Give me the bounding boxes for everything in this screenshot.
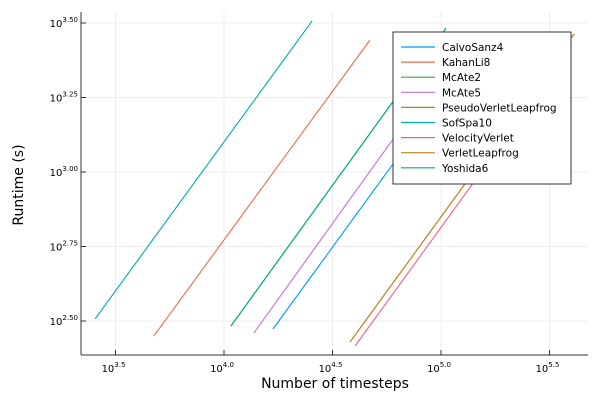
y-tick-label: 103.25: [50, 91, 78, 105]
legend-label: McAte2: [442, 72, 481, 84]
x-tick-label: 104.0: [210, 361, 234, 375]
y-tick-exponent: 3.00: [62, 165, 78, 173]
y-tick-label: 103.00: [50, 165, 78, 179]
x-axis-label: Number of timesteps: [261, 376, 409, 392]
x-tick-label: 105.5: [536, 361, 560, 375]
y-tick-base: 10: [50, 317, 63, 328]
x-tick-exponent: 5.5: [548, 361, 559, 369]
y-tick-exponent: 3.50: [62, 16, 78, 24]
y-tick-label: 103.50: [50, 16, 78, 30]
y-tick-base: 10: [50, 243, 63, 254]
legend: CalvoSanz4 KahanLi8 McAte2 McAte5 PseudoVerl…: [392, 31, 572, 185]
legend-label: KahanLi8: [442, 57, 490, 69]
y-tick-label: 102.50: [50, 314, 78, 328]
y-tick-label: 102.75: [50, 240, 78, 254]
legend-label: SofSpa10: [442, 118, 492, 130]
axes: [80, 12, 588, 356]
y-tick-exponent: 3.25: [62, 91, 78, 99]
x-tick-exponent: 5.0: [440, 361, 451, 369]
legend-label: PseudoVerletLeapfrog: [442, 102, 557, 114]
x-tick-label: 104.5: [319, 361, 343, 375]
x-tick-base: 10: [210, 364, 223, 375]
x-tick-base: 10: [102, 364, 115, 375]
x-tick-label: 105.0: [427, 361, 451, 375]
y-axis-label: Runtime (s): [11, 144, 27, 225]
x-tick-base: 10: [536, 364, 549, 375]
x-tick-exponent: 4.5: [331, 361, 342, 369]
legend-label: VelocityVerlet: [442, 133, 514, 145]
legend-label: McAte5: [442, 87, 481, 99]
y-tick-base: 10: [50, 19, 63, 30]
y-tick-exponent: 2.75: [62, 240, 78, 248]
legend-label: VerletLeapfrog: [442, 148, 519, 160]
series-line-SofSpa10: [94, 20, 313, 320]
ticks: 103.5 104.0 104.5 105.0 105.5102.50102.75103…: [50, 16, 560, 375]
x-tick-exponent: 4.0: [223, 361, 234, 369]
x-tick-exponent: 3.5: [114, 361, 125, 369]
y-tick-exponent: 2.50: [62, 314, 78, 322]
legend-label: CalvoSanz4: [442, 42, 504, 54]
legend-label: Yoshida6: [441, 163, 489, 175]
y-tick-base: 10: [50, 168, 63, 179]
y-tick-base: 10: [50, 94, 63, 105]
x-tick-label: 103.5: [102, 361, 126, 375]
series-line-KahanLi8: [153, 39, 371, 337]
x-tick-base: 10: [427, 364, 440, 375]
x-tick-base: 10: [319, 364, 332, 375]
